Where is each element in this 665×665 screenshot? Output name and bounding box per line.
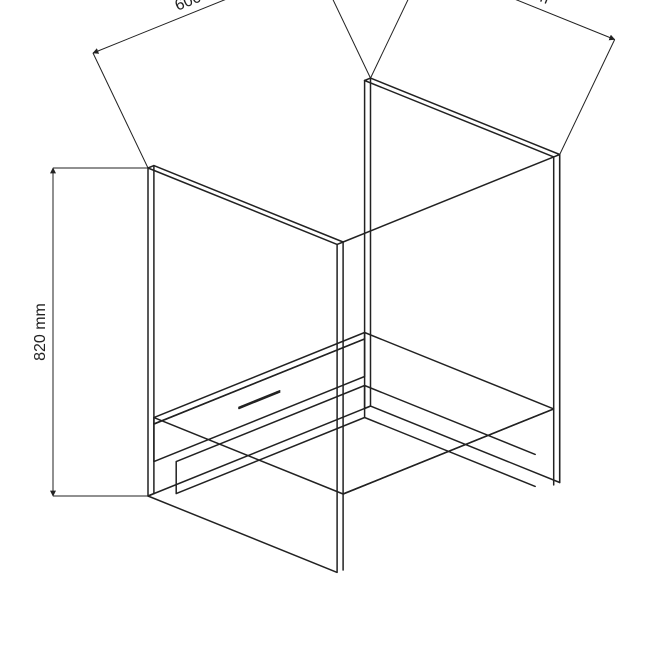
cabinet-dimension-diagram: 600 mm 510 mm 820 mm [0,0,665,665]
dim-height-label: 820 mm [32,303,49,361]
dimension-labels: 600 mm 510 mm 820 mm [32,0,552,361]
dim-width-label: 600 mm [173,0,233,15]
dim-depth-label: 510 mm [492,0,552,8]
cabinet-lines [148,78,560,572]
